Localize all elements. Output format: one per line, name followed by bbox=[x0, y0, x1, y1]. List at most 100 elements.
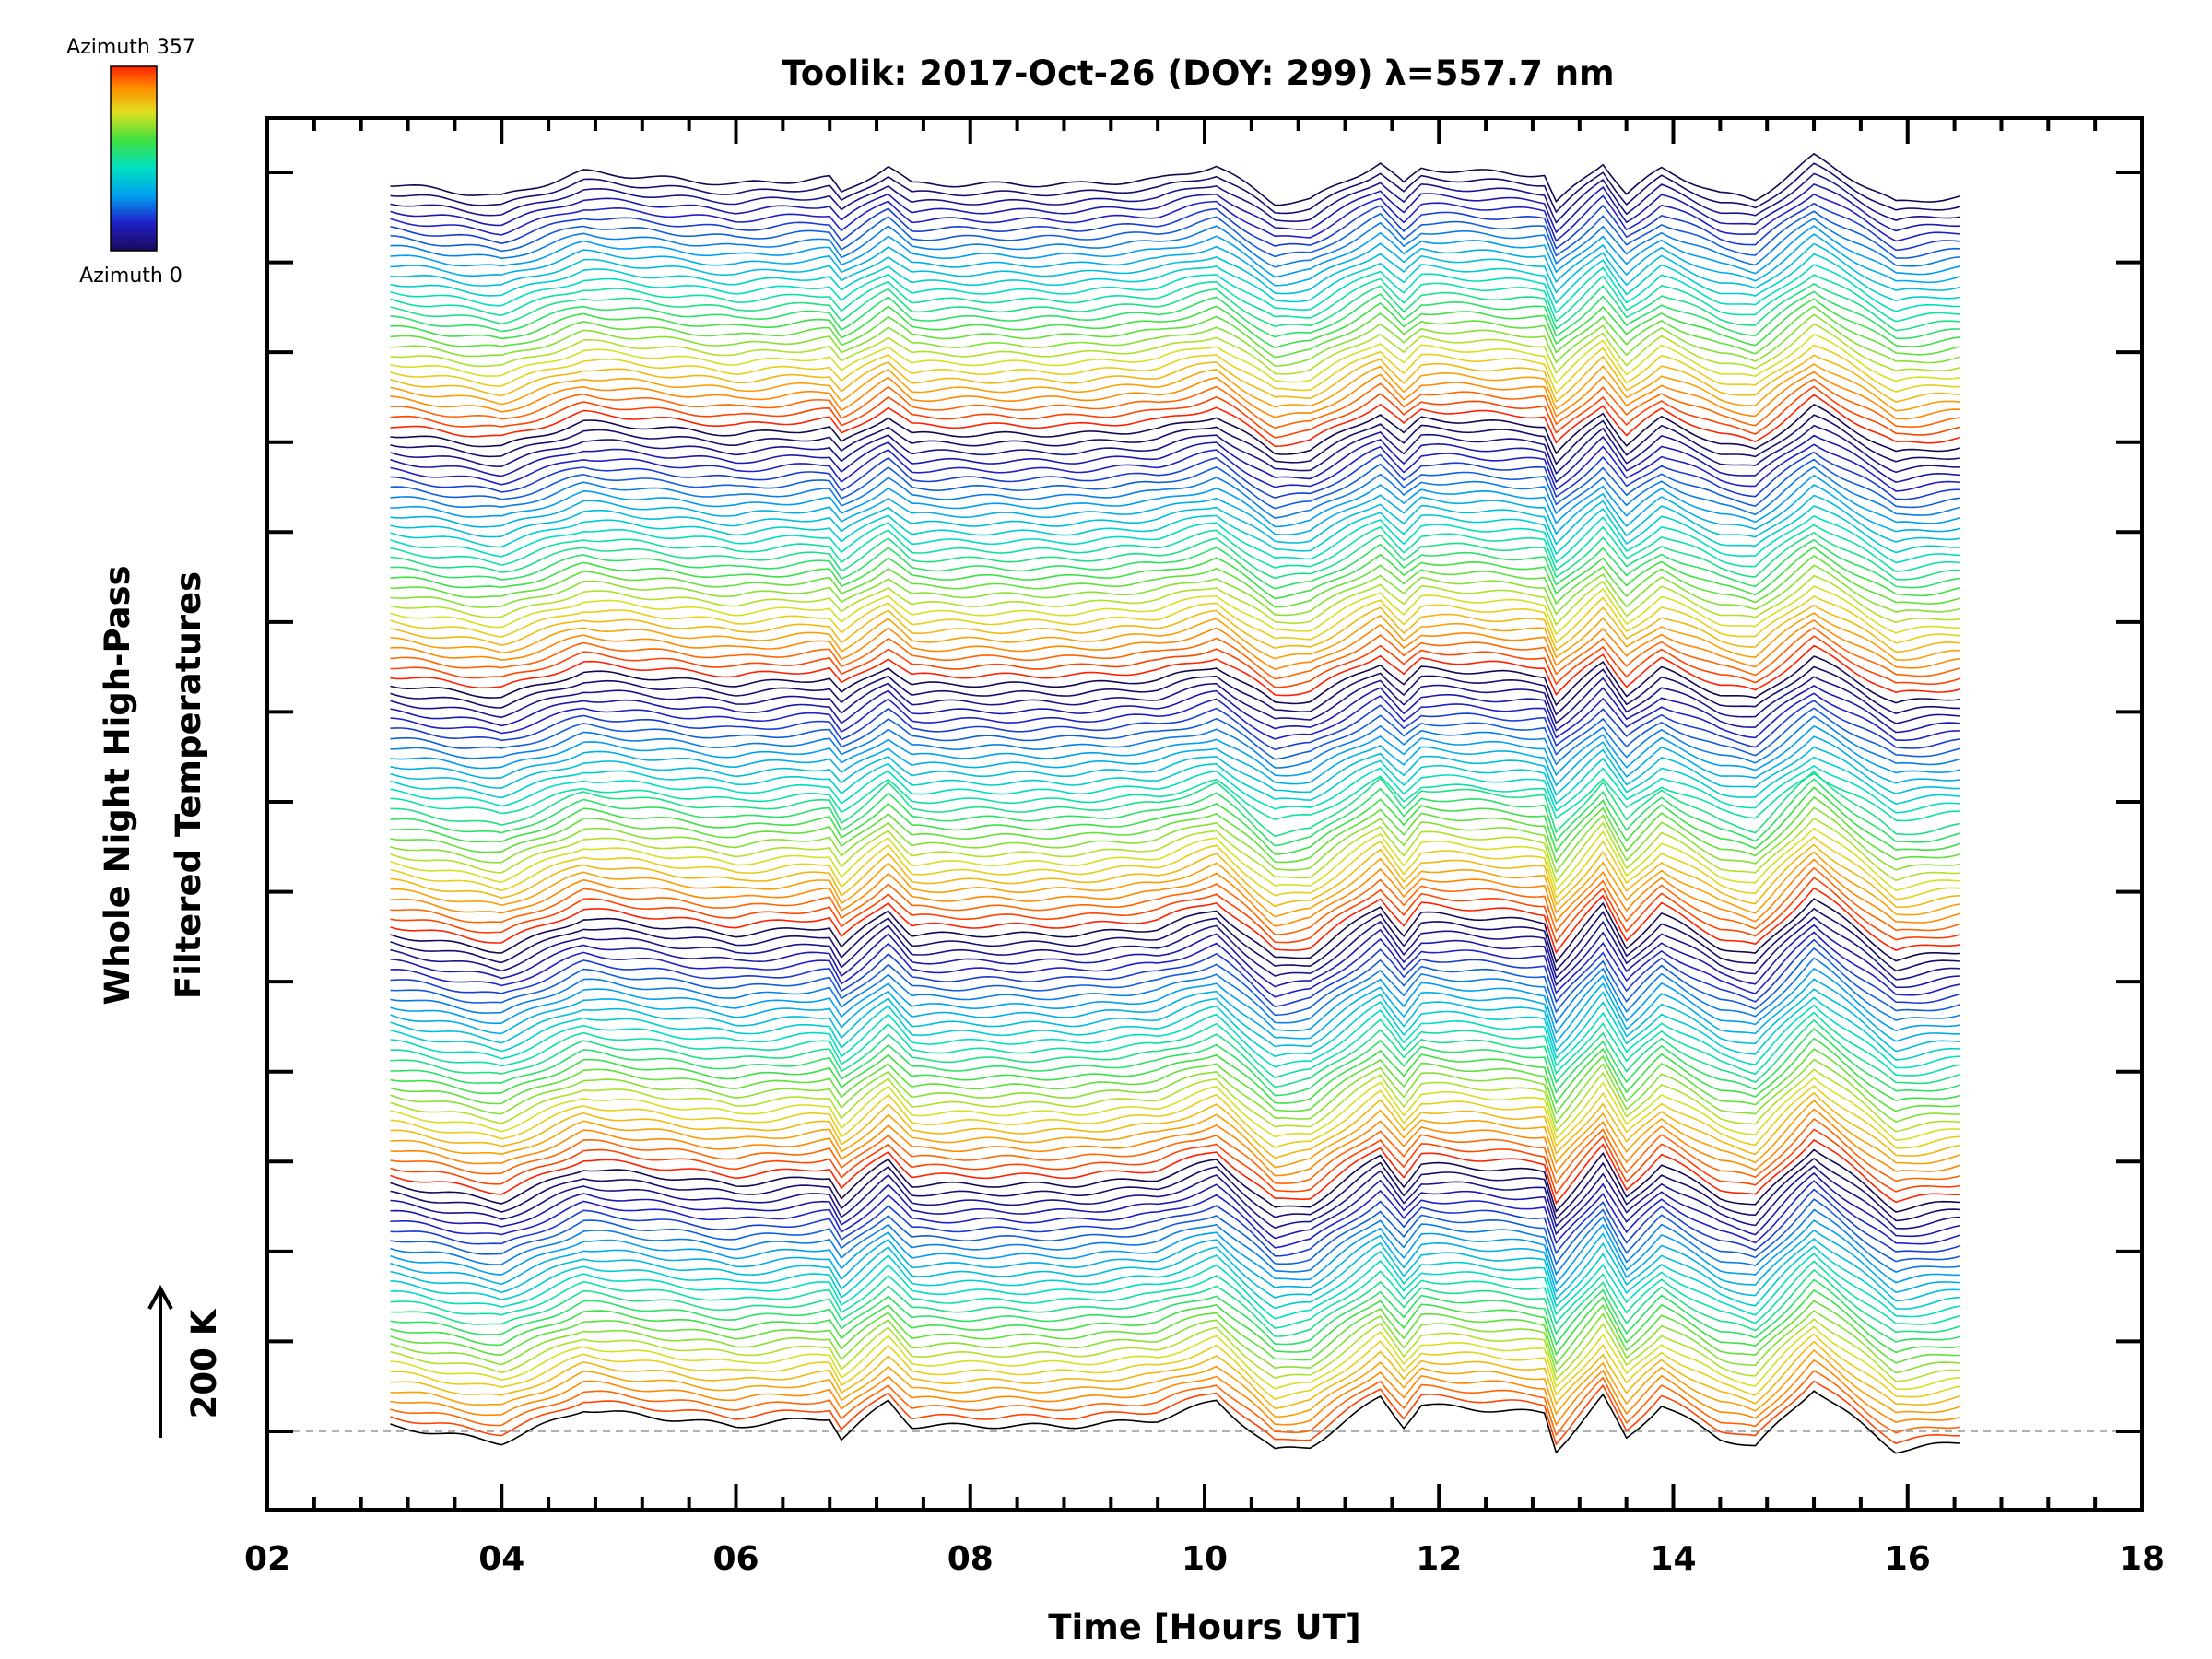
series-line bbox=[390, 1288, 1961, 1357]
x-tick-label: 18 bbox=[2119, 1540, 2165, 1578]
series-line bbox=[390, 778, 1961, 847]
series-line bbox=[390, 746, 1960, 796]
series-line bbox=[390, 604, 1961, 653]
series-line bbox=[390, 555, 1961, 608]
series-line bbox=[390, 172, 1961, 224]
x-tick-labels: 02 04 06 08 10 12 14 16 18 bbox=[244, 1540, 2165, 1578]
series-line bbox=[390, 305, 1961, 359]
x-tick-label: 04 bbox=[478, 1540, 524, 1578]
series-line bbox=[390, 1100, 1961, 1169]
series-line bbox=[390, 851, 1961, 918]
series-line bbox=[390, 858, 1961, 927]
chart-title: Toolik: 2017-Oct-26 (DOY: 299) λ=557.7 n… bbox=[782, 53, 1614, 93]
series-line bbox=[390, 947, 1961, 1017]
series-line bbox=[390, 692, 1960, 742]
series-line bbox=[390, 644, 1961, 697]
series-line bbox=[390, 765, 1961, 814]
series-line bbox=[390, 1359, 1961, 1427]
x-tick-label: 06 bbox=[712, 1540, 759, 1578]
series-line bbox=[390, 806, 1961, 874]
series-line bbox=[390, 1180, 1961, 1249]
series-line bbox=[390, 531, 1960, 581]
x-tick-label: 14 bbox=[1650, 1540, 1696, 1578]
series-line bbox=[390, 595, 1961, 644]
series-line bbox=[390, 465, 1961, 519]
series-line bbox=[390, 1058, 1961, 1124]
series-line bbox=[390, 817, 1961, 884]
colorbar-top-label: Azimuth 357 bbox=[66, 36, 195, 59]
series-line bbox=[390, 898, 1961, 964]
series-line bbox=[390, 843, 1961, 909]
x-tick-label: 16 bbox=[1885, 1540, 1931, 1578]
series-line bbox=[390, 1165, 1961, 1230]
series-line bbox=[390, 1340, 1961, 1410]
plot-frame bbox=[265, 116, 2144, 1512]
series-line bbox=[390, 193, 1961, 242]
azimuth-colorbar: Azimuth 357 Azimuth 0 bbox=[66, 36, 195, 288]
series-line bbox=[390, 756, 1961, 805]
series-line bbox=[390, 505, 1960, 556]
series-line bbox=[390, 1108, 1961, 1177]
series-line bbox=[390, 458, 1961, 510]
y-axis-label: Whole Night High-Pass Filtered Temperatu… bbox=[98, 565, 208, 1005]
series-line bbox=[390, 866, 1961, 935]
series-line bbox=[390, 1068, 1961, 1133]
series-line bbox=[390, 585, 1960, 636]
series-line bbox=[390, 735, 1961, 787]
series-line bbox=[390, 836, 1961, 900]
series-line bbox=[390, 253, 1961, 305]
series-line bbox=[390, 665, 1960, 716]
x-tick-label: 10 bbox=[1182, 1540, 1228, 1578]
series-line bbox=[390, 1325, 1961, 1391]
series-line bbox=[390, 988, 1961, 1053]
series-line bbox=[390, 385, 1961, 439]
series-line bbox=[390, 1219, 1961, 1286]
series-line bbox=[390, 1028, 1961, 1097]
series-line bbox=[390, 1117, 1961, 1185]
series-line bbox=[390, 298, 1961, 348]
series-line bbox=[390, 1084, 1961, 1149]
scale-bar-label: 200 K bbox=[184, 1308, 224, 1418]
series-line bbox=[390, 546, 1961, 600]
series-line bbox=[390, 1260, 1961, 1329]
series-line bbox=[390, 162, 1961, 215]
series-line bbox=[390, 1011, 1961, 1078]
series-line bbox=[390, 424, 1961, 476]
x-tick-label: 08 bbox=[947, 1540, 994, 1578]
series-line bbox=[390, 612, 1960, 661]
series-line bbox=[390, 378, 1961, 429]
series-line bbox=[390, 1238, 1961, 1302]
series-line bbox=[390, 931, 1961, 998]
series-line bbox=[390, 182, 1961, 234]
series-line bbox=[390, 434, 1961, 484]
series-line bbox=[390, 1333, 1961, 1400]
series-line bbox=[390, 724, 1961, 777]
series-line bbox=[390, 274, 1961, 323]
series-line bbox=[390, 333, 1961, 385]
scale-bar: 200 K bbox=[147, 1284, 224, 1438]
series-line bbox=[390, 707, 1961, 760]
series-line bbox=[390, 242, 1961, 295]
series-line bbox=[390, 1077, 1961, 1142]
series-line bbox=[390, 618, 1961, 670]
series-line bbox=[390, 1278, 1961, 1347]
series-line bbox=[390, 538, 1961, 590]
series-line bbox=[390, 1300, 1961, 1366]
series-line bbox=[390, 524, 1961, 572]
series-line bbox=[390, 371, 1961, 420]
series-line bbox=[390, 1148, 1961, 1213]
series-line bbox=[390, 700, 1961, 751]
series-line bbox=[390, 907, 1961, 972]
series-line bbox=[390, 887, 1961, 955]
series-line bbox=[390, 1370, 1961, 1437]
scale-bar-arrow-head bbox=[147, 1284, 173, 1310]
colorbar-gradient bbox=[110, 65, 158, 252]
colorbar-bottom-label: Azimuth 0 bbox=[79, 265, 182, 288]
series-line bbox=[390, 786, 1961, 855]
series-line bbox=[390, 1018, 1961, 1088]
series-line bbox=[390, 772, 1961, 822]
series-line bbox=[390, 967, 1961, 1035]
series-line bbox=[390, 916, 1961, 981]
series-line bbox=[390, 1318, 1961, 1382]
series-line bbox=[390, 795, 1961, 864]
